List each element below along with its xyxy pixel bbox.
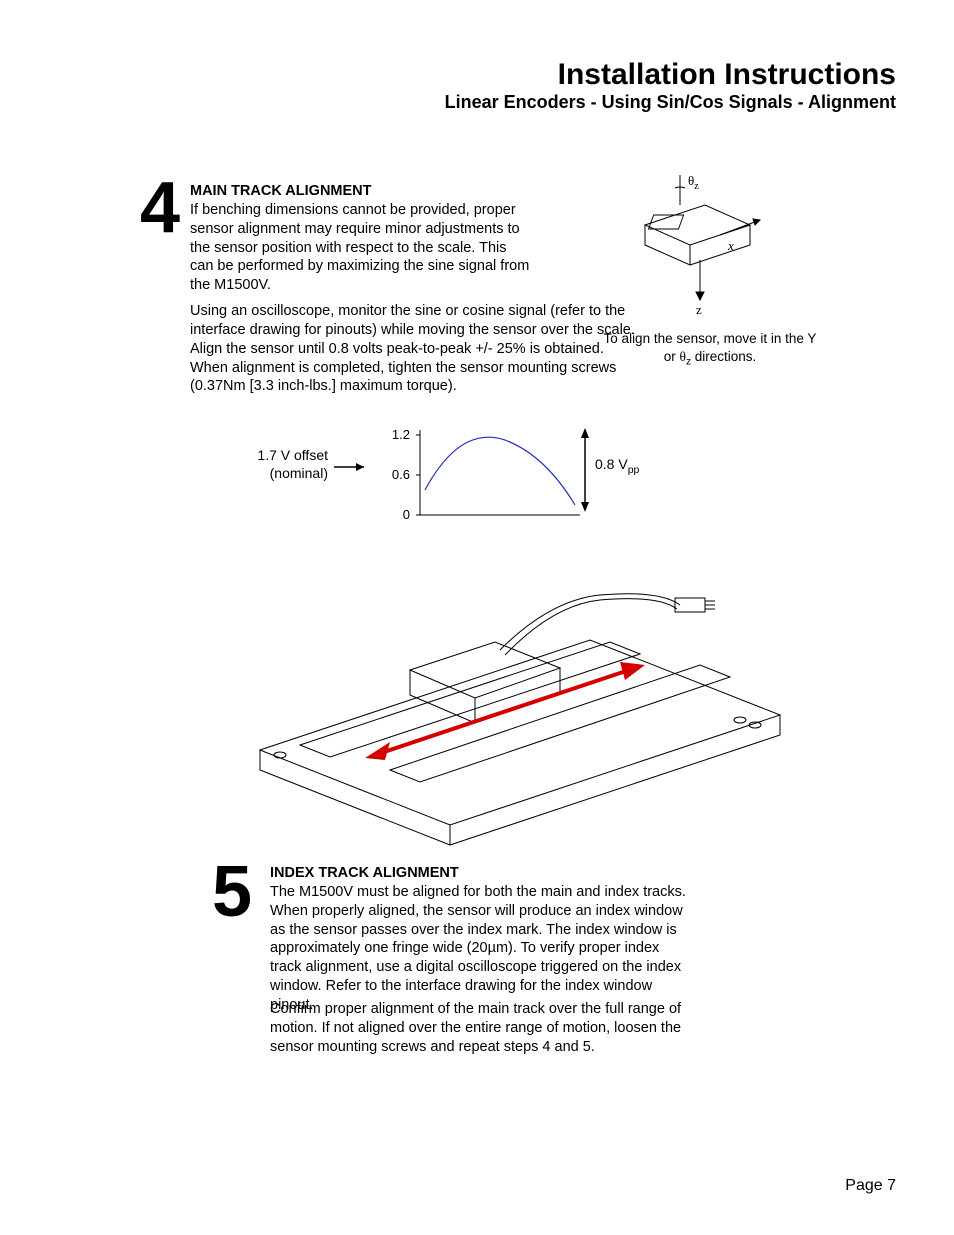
step-4-body-1: If benching dimensions cannot be provide… xyxy=(190,202,529,293)
ytick-0: 0 xyxy=(403,507,410,522)
axis-caption: To align the sensor, move it in the Y or… xyxy=(600,330,820,368)
offset-label: 1.7 V offset (nominal) xyxy=(248,447,328,482)
sine-curve xyxy=(425,437,575,505)
step-4-paragraph-2: Using an oscilloscope, monitor the sine … xyxy=(190,302,640,396)
step-5-paragraph-2: Confirm proper alignment of the main tra… xyxy=(270,1000,690,1057)
x-axis-label: x xyxy=(727,238,734,253)
z-axis-label: z xyxy=(696,302,702,317)
step-5-number: 5 xyxy=(212,860,252,925)
step-5-body-1: The M1500V must be aligned for both the … xyxy=(270,884,686,1013)
step-4-heading: MAIN TRACK ALIGNMENT xyxy=(190,183,372,199)
vpp-label: 0.8 Vpp xyxy=(595,456,639,476)
step-5-paragraph-1: INDEX TRACK ALIGNMENT The M1500V must be… xyxy=(270,864,690,1015)
step-4-number: 4 xyxy=(140,176,180,241)
axis-diagram: θz x z xyxy=(620,170,800,320)
step-4-paragraph-1: MAIN TRACK ALIGNMENT If benching dimensi… xyxy=(190,182,530,295)
step-5-heading: INDEX TRACK ALIGNMENT xyxy=(270,865,459,881)
offset-arrow-icon xyxy=(334,460,374,474)
header-title: Installation Instructions xyxy=(445,58,896,92)
page-header: Installation Instructions Linear Encoder… xyxy=(445,58,896,113)
encoder-illustration xyxy=(240,580,800,850)
sine-chart: 1.2 0.6 0 xyxy=(380,420,590,530)
page-number: Page 7 xyxy=(845,1177,896,1195)
ytick-0.6: 0.6 xyxy=(392,467,410,482)
vpp-arrow-icon xyxy=(575,420,595,520)
theta-label: θz xyxy=(688,173,699,192)
header-subtitle: Linear Encoders - Using Sin/Cos Signals … xyxy=(445,92,896,113)
ytick-1.2: 1.2 xyxy=(392,427,410,442)
